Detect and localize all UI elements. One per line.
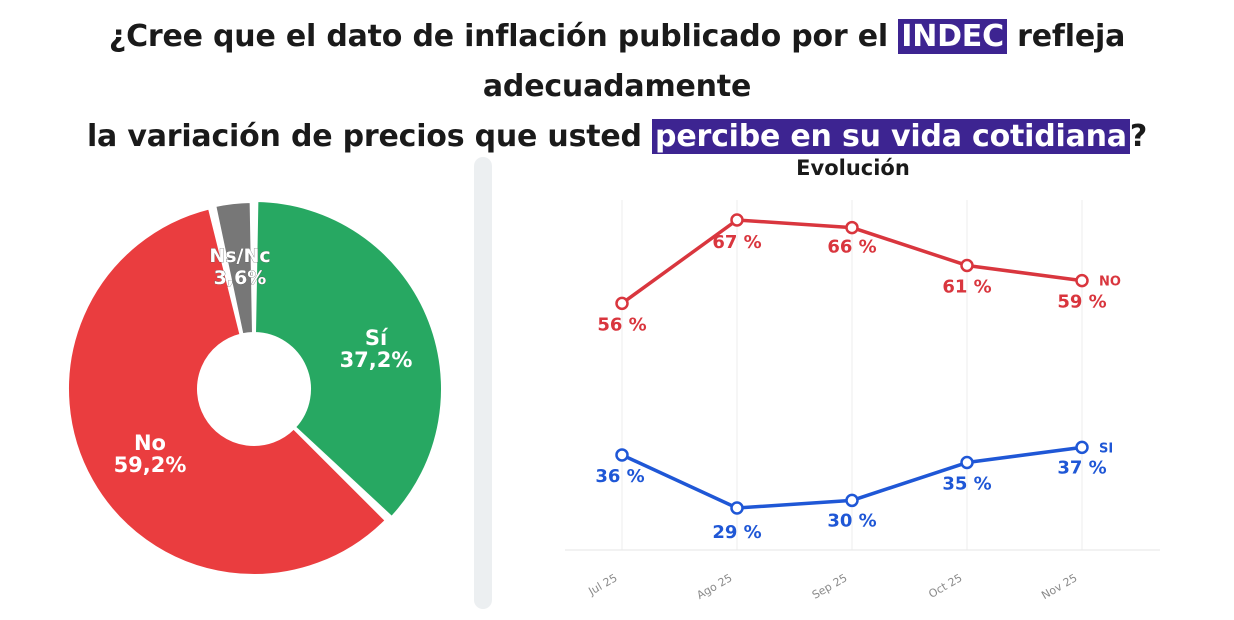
- title-text-3: la variación de precios que usted: [86, 119, 653, 154]
- data-point-no: [615, 296, 629, 311]
- chart-title: Evolución: [796, 156, 910, 180]
- line-chart: Evolución Jul 25 Ago 25 Sep 25 Oct 25 Nov 25 5…: [565, 156, 1160, 602]
- data-label-no: 66 %: [827, 237, 876, 258]
- data-label-no: 61 %: [942, 276, 991, 297]
- x-tick-label: Nov 25: [1039, 571, 1079, 602]
- title-highlight-indec: INDEC: [898, 19, 1007, 54]
- x-tick-label: Jul 25: [585, 571, 619, 598]
- x-tick-label: Oct 25: [926, 571, 964, 601]
- pie-label-nsnc: Ns/Nc: [209, 245, 270, 267]
- pie-label-s: Sí: [365, 326, 389, 350]
- panel-divider: [474, 157, 492, 609]
- data-label-no: 67 %: [712, 232, 761, 253]
- data-label-si: 30 %: [827, 510, 876, 531]
- page-title: ¿Cree que el dato de inflación publicado…: [0, 12, 1234, 162]
- data-label-si: 37 %: [1057, 457, 1106, 478]
- title-highlight-percibe: percibe en su vida cotidiana: [652, 119, 1130, 154]
- data-point-si: [845, 493, 859, 508]
- series-name-si: SI: [1099, 441, 1113, 456]
- title-text-4: ?: [1129, 119, 1148, 154]
- pie-slice-no: [67, 207, 388, 576]
- data-point-si: [1075, 440, 1089, 455]
- pie-label-no: No: [134, 431, 166, 455]
- data-label-si: 29 %: [712, 522, 761, 543]
- data-point-no: [1075, 273, 1089, 288]
- data-label-no: 56 %: [597, 314, 646, 335]
- series-name-no: NO: [1099, 275, 1121, 290]
- pie-value-nsnc: 3,6%: [214, 267, 267, 289]
- data-point-si: [730, 501, 744, 515]
- data-label-si: 36 %: [595, 466, 644, 487]
- data-point-no: [845, 220, 859, 235]
- title-text-2: refleja adecuadamente: [482, 19, 1126, 104]
- data-label-si: 35 %: [942, 474, 991, 495]
- x-tick-label: Ago 25: [694, 571, 734, 602]
- pie-value-s: 37,2%: [340, 348, 413, 372]
- data-point-no: [960, 258, 974, 273]
- data-point-si: [615, 448, 629, 462]
- pie-slice-s: [253, 200, 443, 519]
- title-line-1: ¿Cree que el dato de inflación publicado…: [0, 12, 1234, 112]
- x-tick-label: Sep 25: [810, 571, 850, 601]
- data-point-no: [730, 213, 744, 227]
- pie-slice-nsnc: [214, 201, 255, 336]
- data-point-si: [960, 455, 974, 470]
- title-line-2: la variación de precios que usted percib…: [0, 112, 1234, 162]
- data-label-no: 59 %: [1057, 292, 1106, 313]
- pie-value-no: 59,2%: [114, 453, 187, 477]
- title-text-1: ¿Cree que el dato de inflación publicado…: [108, 19, 899, 54]
